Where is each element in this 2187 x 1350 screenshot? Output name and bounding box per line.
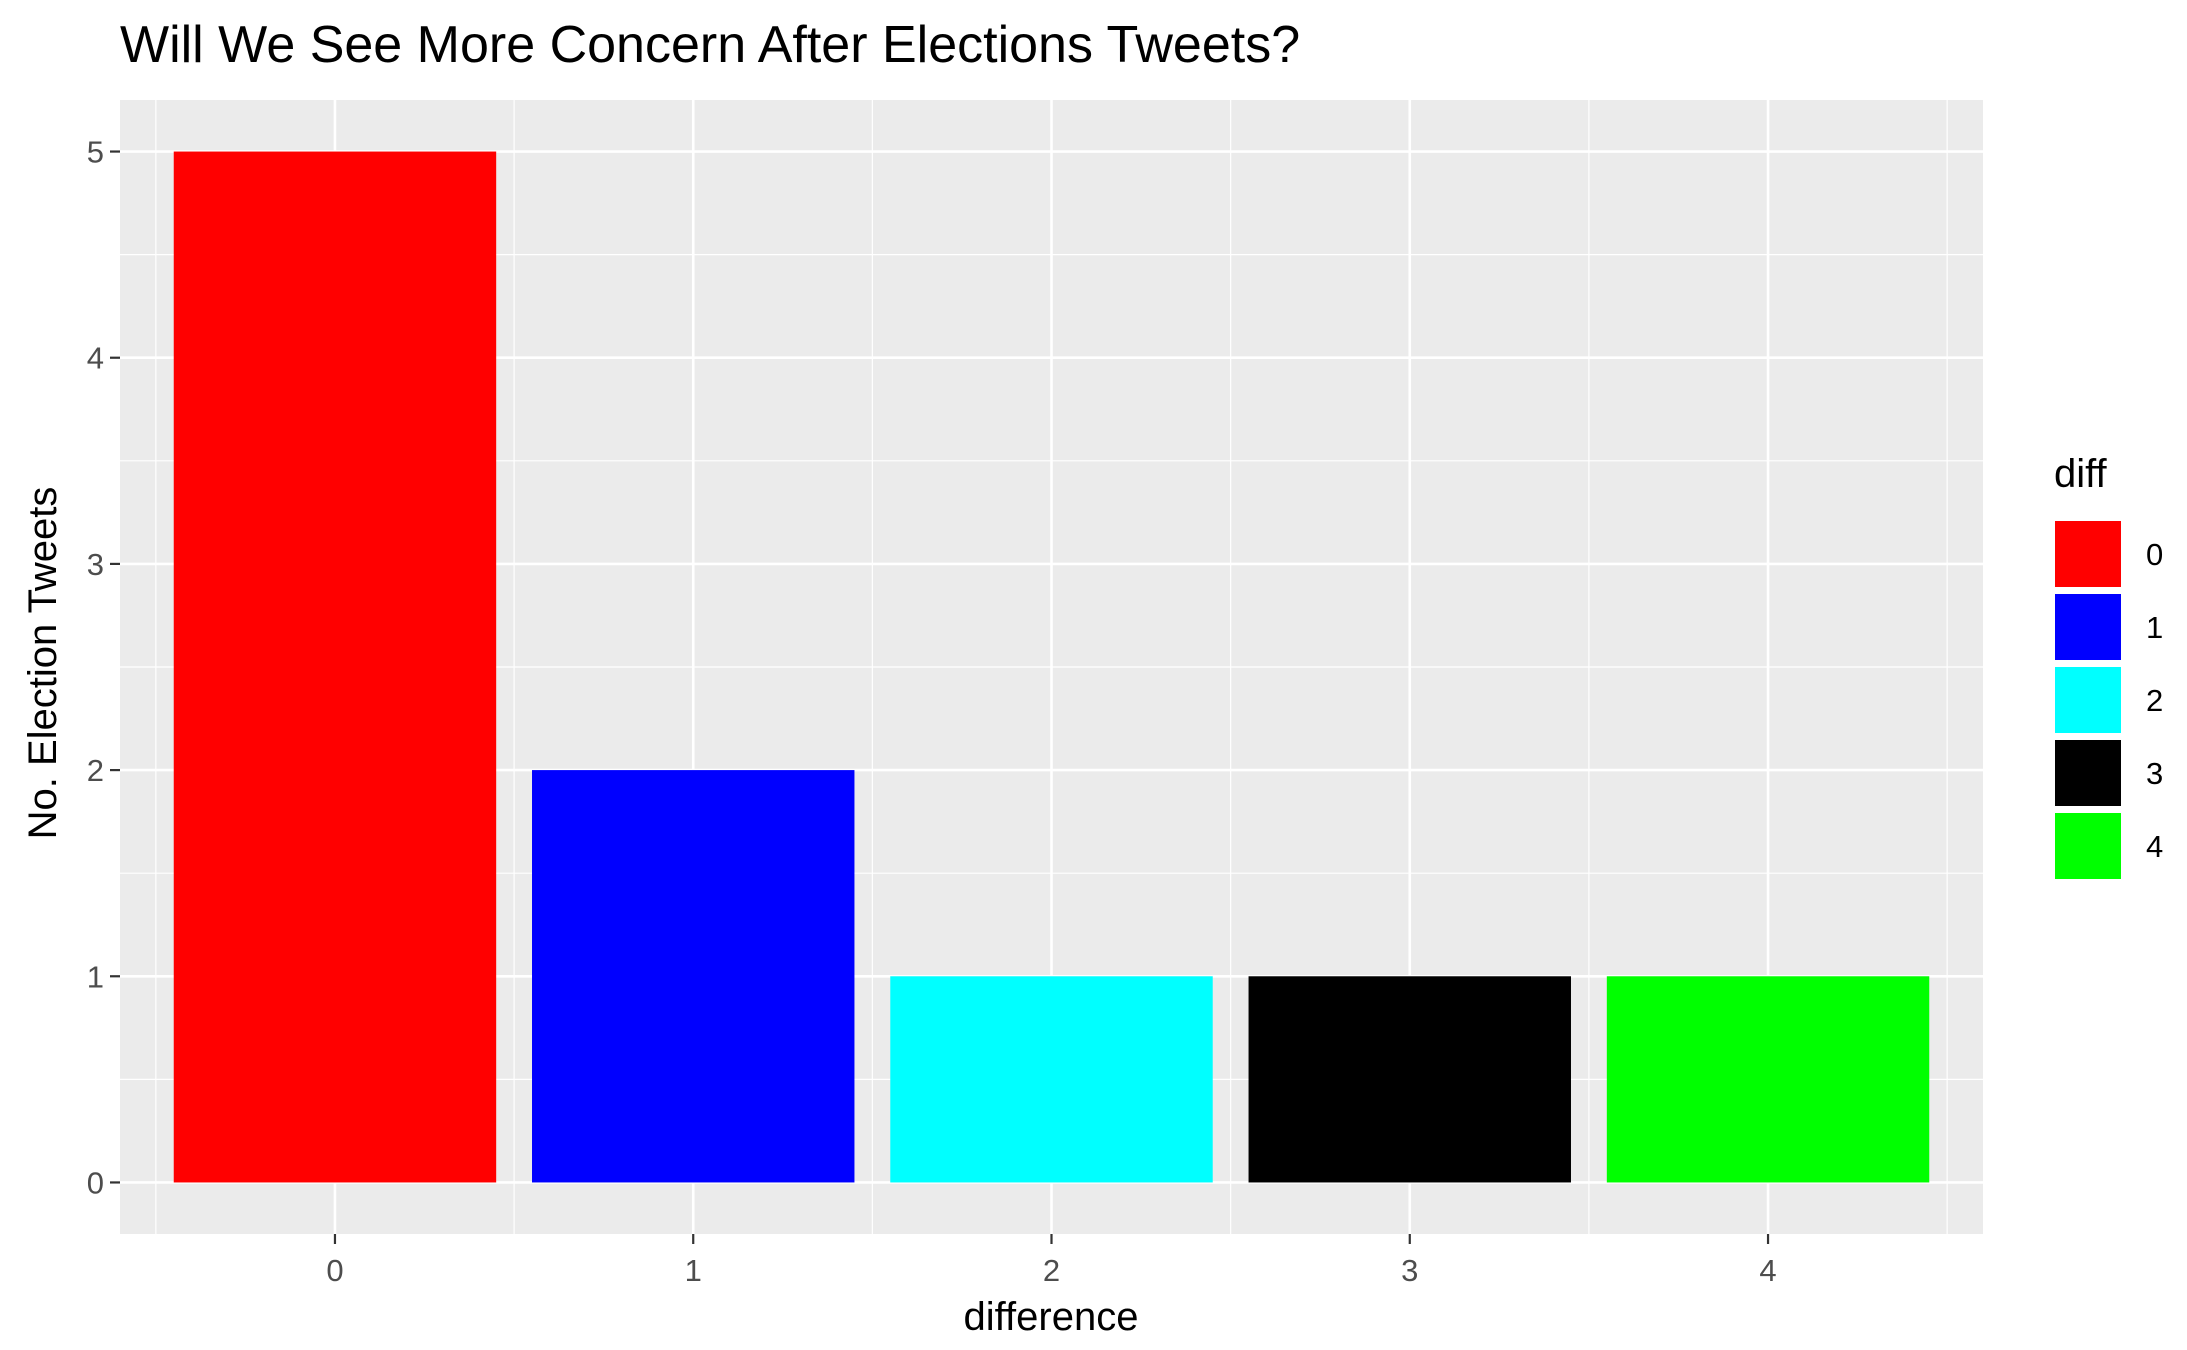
legend-label: 0 bbox=[2146, 537, 2163, 572]
legend-label: 3 bbox=[2146, 756, 2163, 791]
x-axis-ticks: 0 1 2 3 4 bbox=[326, 1234, 1777, 1288]
bar-4 bbox=[1606, 976, 1930, 1183]
x-tick-label: 0 bbox=[326, 1253, 343, 1288]
bar-0 bbox=[173, 151, 497, 1183]
bars bbox=[173, 151, 1930, 1183]
legend: diff 0 1 2 3 4 bbox=[2053, 452, 2163, 881]
chart-title: Will We See More Concern After Elections… bbox=[120, 16, 1300, 74]
y-axis-title: No. Election Tweets bbox=[21, 487, 65, 840]
x-tick-label: 4 bbox=[1759, 1253, 1776, 1288]
legend-title: diff bbox=[2054, 452, 2108, 496]
y-tick-label: 4 bbox=[87, 341, 104, 376]
legend-key-4 bbox=[2053, 811, 2123, 881]
legend-key-0 bbox=[2053, 519, 2123, 589]
y-tick-label: 5 bbox=[87, 135, 104, 170]
bar-1 bbox=[532, 770, 855, 1183]
y-tick-label: 2 bbox=[87, 753, 104, 788]
y-axis-ticks: 0 1 2 3 4 5 bbox=[87, 135, 120, 1200]
x-tick-label: 1 bbox=[685, 1253, 702, 1288]
legend-key-2 bbox=[2053, 665, 2123, 735]
legend-label: 2 bbox=[2146, 683, 2163, 718]
x-axis-title: difference bbox=[964, 1295, 1139, 1339]
bar-2 bbox=[890, 976, 1213, 1183]
legend-label: 1 bbox=[2146, 610, 2163, 645]
bar-3 bbox=[1248, 976, 1571, 1183]
legend-keys: 0 1 2 3 4 bbox=[2053, 519, 2163, 881]
legend-key-1 bbox=[2053, 592, 2123, 662]
y-tick-label: 1 bbox=[87, 959, 104, 994]
y-tick-label: 3 bbox=[87, 547, 104, 582]
legend-label: 4 bbox=[2146, 829, 2163, 864]
y-tick-label: 0 bbox=[87, 1165, 104, 1200]
x-tick-label: 2 bbox=[1043, 1253, 1060, 1288]
x-tick-label: 3 bbox=[1401, 1253, 1418, 1288]
legend-key-3 bbox=[2053, 738, 2123, 808]
